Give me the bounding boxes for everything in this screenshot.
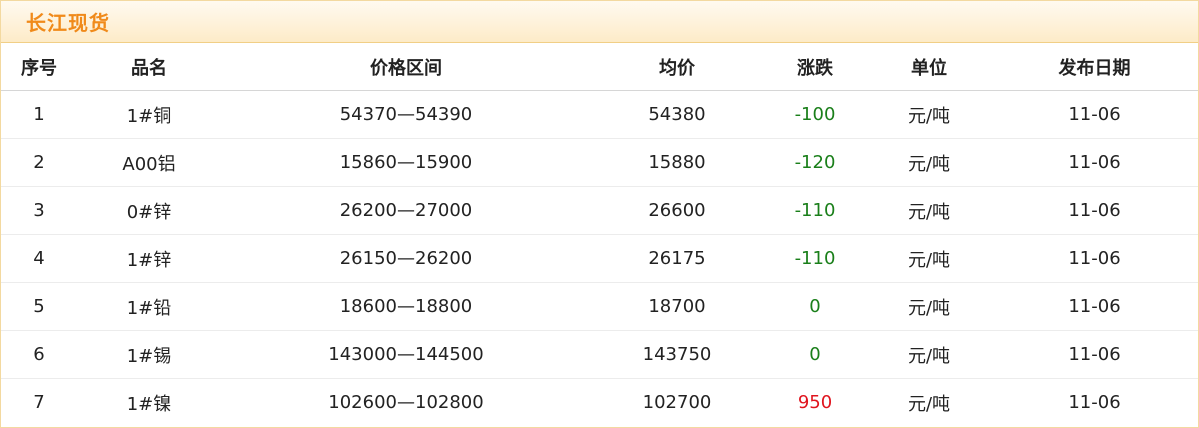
cell-name: A00铝 — [77, 138, 221, 187]
cell-avg: 143750 — [591, 330, 763, 379]
cell-avg: 102700 — [642, 392, 712, 413]
cell-name: 1#铅 — [77, 282, 221, 331]
cell-date: 11-06 — [991, 186, 1198, 235]
column-header-avg: 均价 — [591, 43, 763, 91]
cell-no: 4 — [1, 234, 77, 283]
cell-change: 950 — [797, 392, 833, 413]
cell-unit: 元/吨 — [867, 90, 991, 139]
cell-range: 15860—15900 — [221, 138, 591, 187]
cell-unit: 元/吨 — [867, 234, 991, 283]
cell-range: 26200—27000 — [221, 186, 591, 235]
cell-name: 1#镍 — [126, 393, 172, 415]
cell-date: 11-06 — [991, 90, 1198, 139]
cell-change: -100 — [763, 90, 867, 139]
table-row: 5 1#铅 18600—18800 18700 0 元/吨 11-06 — [1, 282, 1198, 331]
cell-no: 1 — [1, 90, 77, 139]
cell-date: 11-06 — [991, 282, 1198, 331]
table-header-row: 序号 品名 价格区间 均价 涨跌 单位 发布日期 — [1, 43, 1198, 91]
cell-avg: 54380 — [591, 90, 763, 139]
cell-no: 6 — [1, 330, 77, 379]
cell-avg: 26600 — [591, 186, 763, 235]
table-body: 1 1#铜 54370—54390 54380 -100 元/吨 11-06 2… — [1, 90, 1198, 427]
cell-no: 5 — [1, 282, 77, 331]
cell-date: 11-06 — [991, 234, 1198, 283]
table-row: 7 1#镍 102600—102800 102700 950 元/吨 11-06 — [1, 379, 1198, 427]
cell-change: -120 — [763, 138, 867, 187]
cell-change: -110 — [763, 234, 867, 283]
table-row: 2 A00铝 15860—15900 15880 -120 元/吨 11-06 — [1, 138, 1198, 187]
cell-avg: 18700 — [591, 282, 763, 331]
panel-title: 长江现货 — [26, 11, 110, 35]
cell-name: 1#锡 — [77, 330, 221, 379]
cell-unit: 元/吨 — [867, 330, 991, 379]
table-row: 4 1#锌 26150—26200 26175 -110 元/吨 11-06 — [1, 234, 1198, 283]
cell-date: 11-06 — [991, 330, 1198, 379]
cell-name: 1#铜 — [77, 90, 221, 139]
cell-unit: 元/吨 — [867, 282, 991, 331]
table-row: 1 1#铜 54370—54390 54380 -100 元/吨 11-06 — [1, 90, 1198, 139]
cell-range: 54370—54390 — [221, 90, 591, 139]
cell-change: 0 — [763, 282, 867, 331]
cell-avg: 15880 — [591, 138, 763, 187]
cell-name: 1#锌 — [77, 234, 221, 283]
cell-unit: 元/吨 — [867, 138, 991, 187]
cell-unit: 元/吨 — [907, 393, 951, 415]
cell-no: 7 — [33, 392, 45, 413]
cell-range: 102600—102800 — [328, 392, 484, 413]
cell-range: 18600—18800 — [221, 282, 591, 331]
column-header-date: 发布日期 — [991, 43, 1198, 91]
cell-change: 0 — [763, 330, 867, 379]
column-header-change: 涨跌 — [763, 43, 867, 91]
cell-unit: 元/吨 — [867, 186, 991, 235]
table-row: 3 0#锌 26200—27000 26600 -110 元/吨 11-06 — [1, 186, 1198, 235]
cell-date: 11-06 — [1068, 392, 1121, 413]
cell-change: -110 — [763, 186, 867, 235]
column-header-unit: 单位 — [867, 43, 991, 91]
cell-avg: 26175 — [591, 234, 763, 283]
cell-no: 2 — [1, 138, 77, 187]
cell-date: 11-06 — [991, 138, 1198, 187]
price-table: 序号 品名 价格区间 均价 涨跌 单位 发布日期 1 1#铜 54370—543… — [1, 43, 1198, 426]
column-header-name: 品名 — [77, 43, 221, 91]
cell-range: 143000—144500 — [221, 330, 591, 379]
column-header-no: 序号 — [1, 43, 77, 91]
cell-no: 3 — [1, 186, 77, 235]
column-header-range: 价格区间 — [221, 43, 591, 91]
table-row: 6 1#锡 143000—144500 143750 0 元/吨 11-06 — [1, 330, 1198, 379]
cell-name: 0#锌 — [77, 186, 221, 235]
cell-range: 26150—26200 — [221, 234, 591, 283]
panel-header: 长江现货 — [1, 1, 1198, 43]
